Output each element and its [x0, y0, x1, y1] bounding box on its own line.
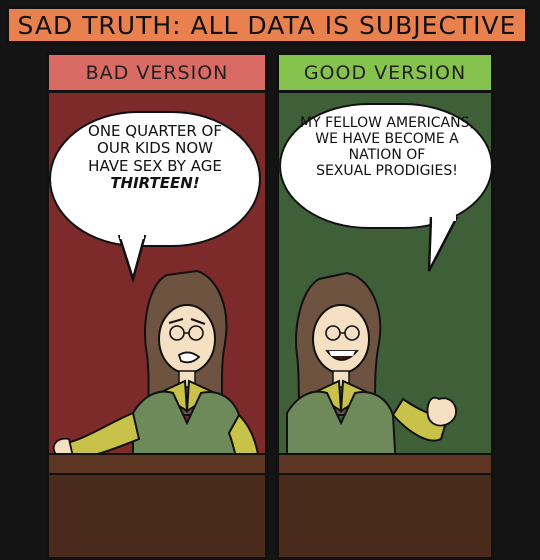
speech-line: HAVE SEX BY AGE: [88, 156, 222, 175]
speech-text-bad: ONE QUARTER OF OUR KIDS NOW HAVE SEX BY …: [57, 122, 253, 192]
speech-line: NATION OF: [348, 147, 426, 164]
title-banner: SAD TRUTH: ALL DATA IS SUBJECTIVE: [6, 6, 528, 44]
speech-tail-bad: [117, 233, 147, 283]
comic-title: SAD TRUTH: ALL DATA IS SUBJECTIVE: [17, 10, 517, 40]
panel-bad-version: BAD VERSION: [46, 52, 268, 560]
speech-line: ONE QUARTER OF: [88, 122, 222, 140]
podium-top-good: [279, 453, 491, 475]
podium-good: [279, 473, 491, 557]
podium-top-bad: [49, 453, 265, 475]
panel-label-good: GOOD VERSION: [279, 55, 491, 93]
podium-bad: [49, 473, 265, 557]
speech-bubble-bad: [49, 111, 261, 247]
panel-label-bad: BAD VERSION: [49, 55, 265, 93]
speech-bubble-good: [279, 103, 491, 229]
speech-emphasis: THIRTEEN!: [110, 173, 200, 192]
speech-tail-good: [427, 215, 459, 272]
speech-line: MY FELLOW AMERICANS,: [300, 115, 474, 131]
speech-text-good: MY FELLOW AMERICANS, WE HAVE BECOME A NA…: [283, 115, 491, 179]
panel-good-version: GOOD VERSION: [276, 52, 494, 560]
speech-line: OUR KIDS NOW: [97, 139, 213, 158]
speech-line: WE HAVE BECOME A: [315, 131, 459, 148]
speech-line: SEXUAL PRODIGIES!: [316, 163, 458, 180]
